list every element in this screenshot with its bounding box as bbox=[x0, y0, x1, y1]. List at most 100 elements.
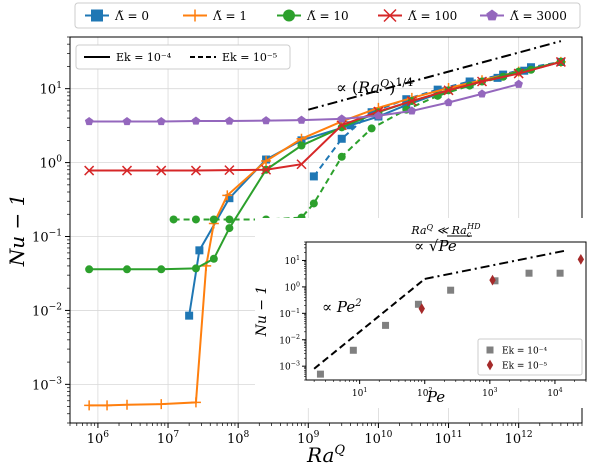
main-chart: 106 107 108 109 1010 1011 1012 10−3 10−2 10−1 100 1… bbox=[5, 36, 583, 467]
series-2-point-4 bbox=[190, 397, 201, 408]
legend-marker bbox=[383, 8, 397, 23]
inset-legend-marker-0 bbox=[486, 346, 494, 354]
inset-series-0-point-4 bbox=[447, 286, 455, 294]
series-6-point-3 bbox=[191, 116, 201, 125]
series-3-point-5 bbox=[225, 224, 234, 233]
x-tick-label-0: 106 bbox=[87, 430, 110, 447]
series-6-point-9 bbox=[407, 106, 417, 115]
y-tick-label-4: 101 bbox=[40, 81, 62, 98]
inset-series bbox=[316, 253, 585, 378]
series-4-point-7 bbox=[337, 152, 346, 161]
series-6-point-10 bbox=[444, 98, 453, 107]
series-6-point-1 bbox=[122, 116, 132, 126]
top-legend: Λ̃ = 0 Λ̃ = 1 Λ̃ = 10 Λ̃ = 100 Λ̃ = 3000 bbox=[74, 2, 581, 29]
style-legend-label-0: Ek = 10⁻⁴ bbox=[116, 51, 172, 64]
main-x-axis-label: RaQ bbox=[306, 443, 345, 467]
y-tick-label-1: 10−2 bbox=[32, 303, 62, 320]
series-5-point-12 bbox=[513, 68, 524, 79]
series-4-point-3 bbox=[225, 215, 234, 224]
inset-x-axis-label: Pe bbox=[426, 388, 445, 406]
inset-y-tick-label-1: 10−2 bbox=[279, 334, 300, 346]
series-6-point-2 bbox=[156, 116, 166, 126]
series-2-point-0 bbox=[84, 400, 95, 411]
legend-marker bbox=[486, 9, 498, 21]
sqrt-pe-annotation: ∝ √Pe bbox=[414, 237, 457, 255]
inset-background bbox=[255, 218, 586, 408]
series-4-point-8 bbox=[367, 124, 376, 133]
series-0-point-0 bbox=[185, 311, 194, 320]
series-3-point-7 bbox=[297, 141, 306, 150]
series-5-point-5 bbox=[261, 164, 272, 175]
legend-label-1: Λ̃ = 1 bbox=[212, 9, 247, 23]
main-series bbox=[84, 56, 566, 411]
inset-series-0-point-3 bbox=[414, 300, 422, 308]
y-tick-label-2: 10−1 bbox=[32, 229, 62, 246]
pe-squared-fit-line bbox=[313, 278, 426, 370]
inset-series-0-point-7 bbox=[556, 269, 564, 277]
series-2-point-2 bbox=[122, 399, 133, 410]
series-2-point-7 bbox=[222, 190, 233, 201]
main-y-axis-label: Nu − 1 bbox=[5, 194, 29, 268]
series-5-point-4 bbox=[224, 165, 235, 176]
inset-x-tick-label-2: 103 bbox=[482, 387, 497, 399]
inset-fit-lines bbox=[313, 249, 567, 370]
series-3-point-1 bbox=[123, 265, 132, 274]
x-tick-label-1: 107 bbox=[157, 430, 180, 447]
series-0-point-5 bbox=[346, 121, 355, 130]
inset-x-tick-label-3: 104 bbox=[547, 387, 562, 399]
y-tick-label-0: 10−3 bbox=[32, 376, 62, 393]
legend-marker bbox=[189, 9, 201, 22]
legend-label-0: Λ̃ = 0 bbox=[114, 9, 149, 23]
series-5-point-10 bbox=[443, 85, 454, 96]
top-legend-item-0: Λ̃ = 0 bbox=[85, 9, 149, 23]
inset-series-1 bbox=[418, 253, 585, 315]
series-5-point-2 bbox=[156, 165, 167, 176]
inset-legend: Ek = 10⁻⁴ Ek = 10⁻⁵ bbox=[477, 338, 583, 376]
inset-series-1-point-1 bbox=[489, 274, 496, 286]
top-legend-item-4: Λ̃ = 3000 bbox=[480, 9, 567, 23]
series-4-point-2 bbox=[209, 215, 218, 224]
top-legend-box bbox=[74, 2, 581, 29]
series-5-point-13 bbox=[555, 56, 566, 67]
inset-y-tick-label-2: 10−1 bbox=[279, 308, 300, 320]
series-2-point-8 bbox=[261, 156, 272, 167]
series-2-point-1 bbox=[102, 400, 113, 411]
series-1-point-5 bbox=[465, 77, 474, 86]
series-5-point-9 bbox=[406, 96, 417, 107]
inset-legend-label-0: Ek = 10⁻⁴ bbox=[502, 347, 547, 357]
series-6-point-6 bbox=[297, 115, 306, 124]
series-5 bbox=[84, 56, 566, 176]
series-0-point-1 bbox=[195, 246, 204, 255]
inset-plot-frame bbox=[305, 241, 587, 381]
x-tick-label-3: 109 bbox=[297, 430, 320, 447]
style-legend-label-1: Ek = 10⁻⁵ bbox=[222, 51, 277, 64]
series-3-point-4 bbox=[209, 254, 218, 263]
inset-series-0-point-1 bbox=[349, 346, 357, 354]
inset-y-tick-label-4: 101 bbox=[285, 255, 300, 267]
inset-legend-box bbox=[477, 338, 583, 376]
x-tick-label-5: 1011 bbox=[434, 430, 462, 447]
series-1-point-4 bbox=[433, 85, 442, 94]
series-5-point-1 bbox=[121, 165, 133, 176]
series-line-5 bbox=[89, 60, 562, 172]
series-0-point-2 bbox=[225, 194, 234, 203]
series-5-point-3 bbox=[190, 165, 201, 176]
series-1-point-2 bbox=[367, 108, 376, 117]
inset-y-tick-label-0: 10−3 bbox=[279, 361, 300, 373]
series-4-point-1 bbox=[191, 215, 200, 224]
inset-legend-marker-1 bbox=[486, 359, 494, 371]
inset-legend-label-1: Ek = 10⁻⁵ bbox=[502, 362, 547, 372]
style-legend-box bbox=[75, 44, 291, 70]
inset-x-tick-label-0: 101 bbox=[352, 387, 367, 399]
series-6-point-0 bbox=[84, 116, 94, 126]
inset-y-axis-label: Nu − 1 bbox=[254, 286, 270, 338]
x-tick-label-4: 1010 bbox=[364, 430, 392, 447]
pe-squared-annotation: ∝ Pe2 bbox=[322, 298, 362, 316]
series-6-point-7 bbox=[337, 114, 347, 123]
scaling-dashdot-line bbox=[308, 40, 562, 111]
x-tick-label-6: 1012 bbox=[505, 430, 533, 447]
series-0-point-7 bbox=[402, 101, 411, 110]
series-5-point-0 bbox=[84, 165, 95, 176]
series-6-point-5 bbox=[261, 116, 271, 125]
